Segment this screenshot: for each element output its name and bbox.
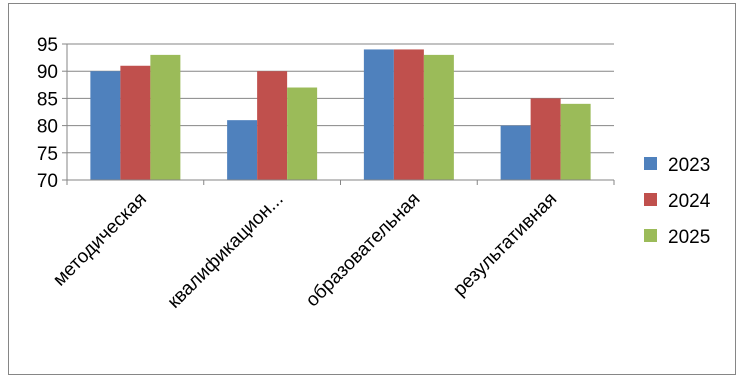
bar [90, 71, 121, 180]
legend-swatch [644, 229, 657, 242]
bar [423, 54, 454, 180]
bar [227, 120, 258, 180]
legend-item: 2023 [644, 155, 710, 176]
legend: 2023 2024 2025 [644, 155, 711, 248]
x-category-label: образовательная [302, 189, 424, 311]
legend-swatch [644, 193, 657, 206]
bar [150, 54, 181, 180]
x-category-label: результативная [449, 189, 561, 301]
bar [560, 103, 591, 180]
bar [393, 49, 424, 180]
legend-label: 2025 [668, 227, 710, 248]
x-category-label: методическая [49, 189, 151, 291]
bar [500, 125, 531, 180]
axes [62, 43, 615, 185]
y-tick-label: 90 [37, 62, 58, 83]
legend-label: 2024 [668, 191, 711, 212]
bars [90, 49, 591, 180]
x-category-label: квалификацион... [164, 189, 288, 313]
legend-label: 2023 [668, 155, 710, 176]
legend-swatch [644, 157, 657, 170]
bar [530, 98, 561, 180]
x-category-labels: методическая квалификацион... образователь… [49, 189, 561, 313]
bar [257, 71, 288, 180]
legend-item: 2024 [644, 191, 711, 212]
legend-item: 2025 [644, 227, 710, 248]
y-tick-label: 70 [37, 171, 58, 192]
y-tick-label: 80 [37, 117, 58, 138]
bar [363, 49, 394, 180]
bar [120, 65, 151, 180]
y-tick-labels: 70 75 80 85 90 95 [37, 35, 58, 192]
y-tick-label: 75 [37, 144, 58, 165]
bar [287, 87, 318, 180]
y-tick-label: 95 [37, 35, 58, 56]
y-tick-label: 85 [37, 89, 58, 110]
